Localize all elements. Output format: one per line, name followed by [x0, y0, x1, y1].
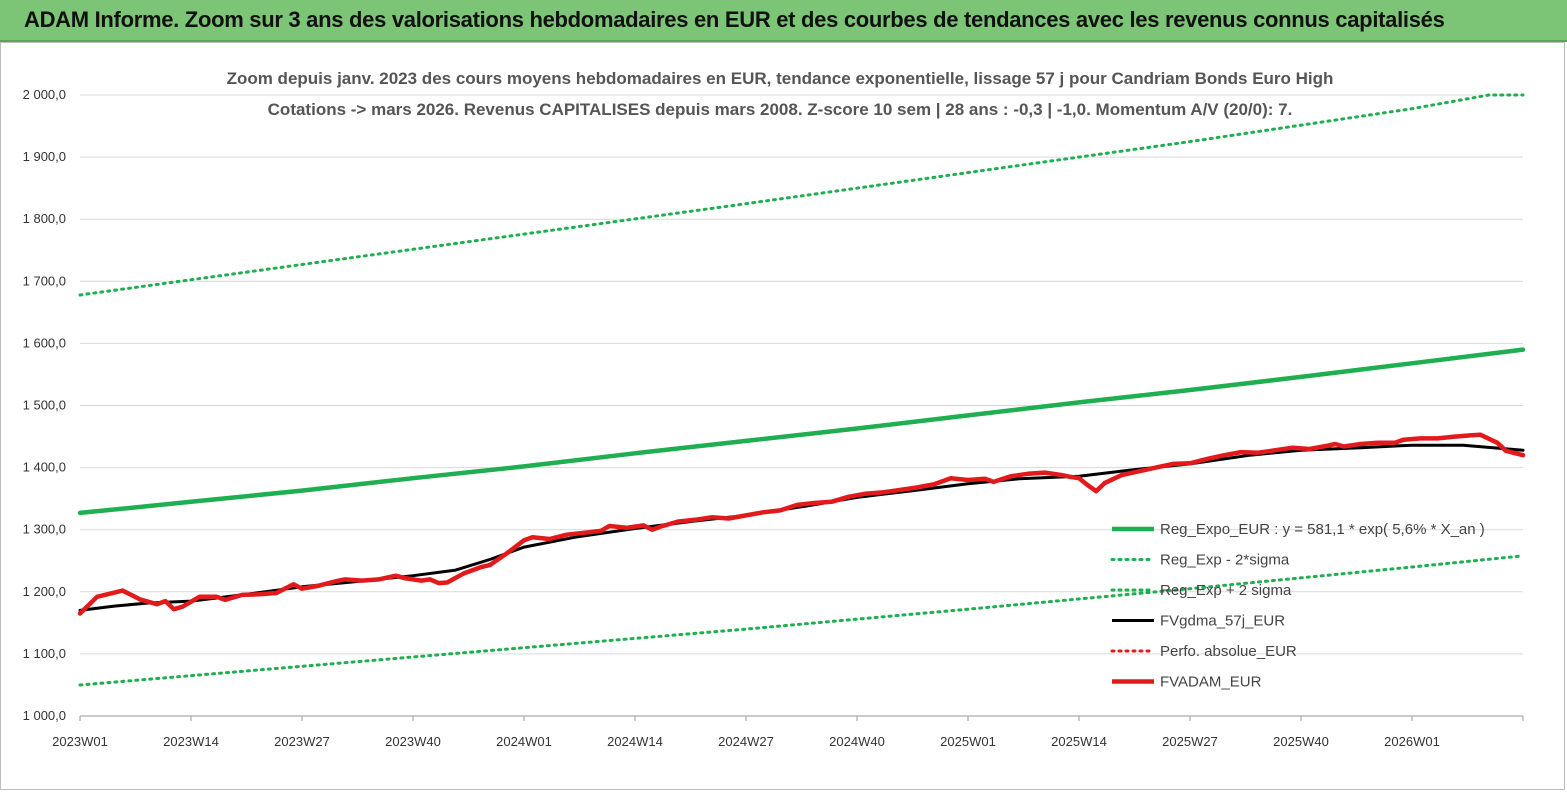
page-title: ADAM Informe. Zoom sur 3 ans des valoris…: [24, 7, 1445, 32]
y-tick-label: 1 600,0: [23, 335, 66, 350]
legend-label: Perfo. absolue_EUR: [1160, 643, 1297, 660]
x-tick-label: 2025W27: [1162, 734, 1218, 749]
x-tick-label: 2023W14: [163, 734, 219, 749]
y-tick-label: 1 400,0: [23, 460, 66, 475]
x-tick-label: 2023W27: [274, 734, 330, 749]
y-tick-label: 1 800,0: [23, 211, 66, 226]
x-tick-label: 2026W01: [1384, 734, 1440, 749]
legend-label: FVADAM_EUR: [1160, 674, 1262, 691]
series-line-2: [78, 93, 1525, 297]
x-tick-label: 2023W01: [52, 734, 108, 749]
series-line-5: [77, 432, 1526, 616]
series-line-0: [77, 347, 1526, 516]
legend-label: Reg_Expo_EUR : y = 581,1 * exp( 5,6% * X…: [1160, 521, 1485, 538]
y-tick-label: 1 200,0: [23, 584, 66, 599]
series-line-1: [78, 554, 1525, 687]
x-tick-label: 2024W27: [718, 734, 774, 749]
x-tick-label: 2024W14: [607, 734, 663, 749]
x-tick-label: 2024W40: [829, 734, 885, 749]
chart-title-line1: Zoom depuis janv. 2023 des cours moyens …: [227, 69, 1334, 88]
header-banner: ADAM Informe. Zoom sur 3 ans des valoris…: [0, 0, 1567, 42]
x-tick-label: 2024W01: [496, 734, 552, 749]
x-tick-label: 2023W40: [385, 734, 441, 749]
legend-label: Reg_Exp - 2*sigma: [1160, 552, 1290, 569]
y-tick-label: 1 300,0: [23, 522, 66, 537]
legend-label: FVgdma_57j_EUR: [1160, 613, 1285, 630]
y-tick-label: 1 500,0: [23, 398, 66, 413]
x-tick-label: 2025W40: [1273, 734, 1329, 749]
chart-frame: [0, 42, 1565, 790]
legend-label: Reg_Exp + 2 sigma: [1160, 582, 1292, 599]
y-tick-label: 1 000,0: [23, 708, 66, 723]
y-tick-label: 1 700,0: [23, 273, 66, 288]
x-tick-label: 2025W14: [1051, 734, 1107, 749]
x-tick-label: 2025W01: [940, 734, 996, 749]
chart-title-line2: Cotations -> mars 2026. Revenus CAPITALI…: [268, 100, 1293, 119]
y-tick-label: 1 900,0: [23, 149, 66, 164]
y-tick-label: 1 100,0: [23, 646, 66, 661]
y-tick-label: 2 000,0: [23, 87, 66, 102]
